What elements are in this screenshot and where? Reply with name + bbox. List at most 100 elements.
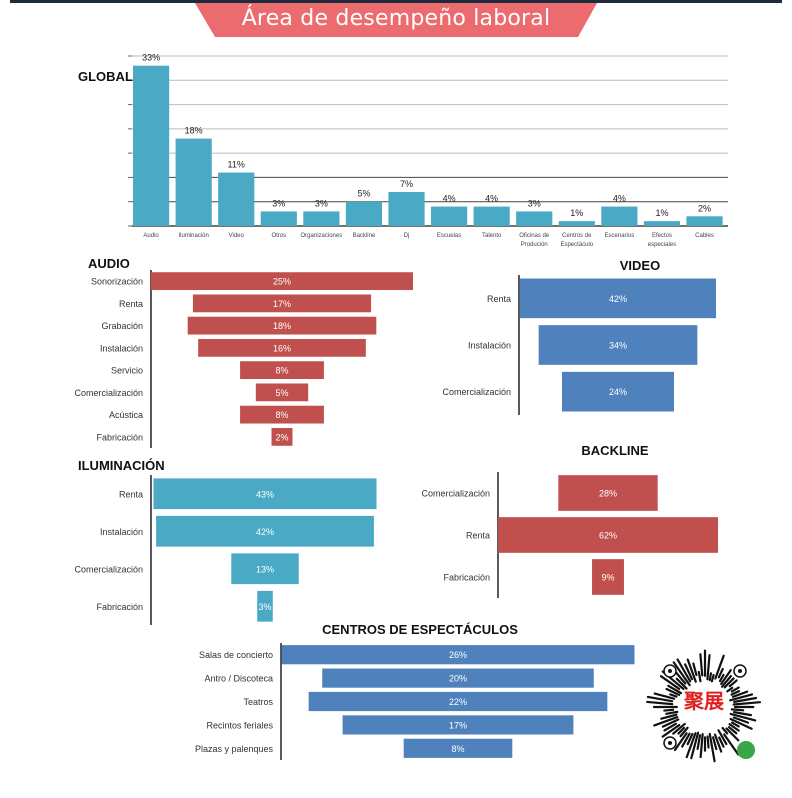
audio-data-label: 18% <box>273 321 291 331</box>
global-x-tick-label: Organizaciones <box>301 233 343 239</box>
global-bar-4 <box>303 211 340 226</box>
iluminacion-bar-0 <box>153 478 377 510</box>
global-bar-3 <box>260 211 297 226</box>
global-title: GLOBAL <box>78 69 133 84</box>
iluminacion-data-label: 3% <box>258 602 271 612</box>
audio-bar-5 <box>255 383 309 402</box>
qr-ray <box>708 672 713 682</box>
iluminacion-title: ILUMINACIÓN <box>78 458 165 473</box>
qr-ray <box>713 733 723 753</box>
iluminacion-data-label: 43% <box>256 489 274 499</box>
qr-ray <box>646 700 674 706</box>
video-category-label: Instalación <box>468 341 511 351</box>
audio-data-label: 2% <box>275 432 288 442</box>
backline-data-label: 28% <box>599 489 617 499</box>
audio-data-label: 16% <box>273 343 291 353</box>
qr-ray <box>710 673 715 683</box>
centros-bar-0 <box>281 645 635 665</box>
qr-ray <box>665 687 681 697</box>
global-bar-12 <box>643 221 681 226</box>
qr-ray <box>730 708 745 712</box>
global-x-tick-label: Dj <box>404 233 410 239</box>
qr-ray <box>673 732 688 752</box>
qr-ray <box>684 663 694 681</box>
global-bar-5 <box>345 201 383 226</box>
centros-category-label: Plazas y palenques <box>195 744 274 754</box>
iluminacion-data-label: 13% <box>256 564 274 574</box>
audio-bar-0 <box>151 272 413 291</box>
global-bar-2 <box>218 172 255 226</box>
qr-ray <box>646 695 674 703</box>
backline-bar-2 <box>592 559 624 595</box>
qr-ray <box>717 729 728 746</box>
centros-data-label: 8% <box>451 744 464 754</box>
backline-data-label: 9% <box>601 573 614 583</box>
qr-ray <box>699 653 704 677</box>
qr-ray <box>720 674 733 688</box>
audio-bar-7 <box>271 427 293 446</box>
video-bar-1 <box>538 325 698 365</box>
audio-bar-2 <box>187 316 377 335</box>
qr-ray <box>729 717 753 730</box>
audio-category-label: Acústica <box>109 410 143 420</box>
iluminacion-bar-3 <box>257 590 273 622</box>
qr-ray <box>729 712 757 722</box>
qr-ray <box>660 713 678 720</box>
global-data-label: 5% <box>357 189 370 199</box>
global-chart: GLOBAL 33% Audio 18% Iluminación 11% Video 3% Ot… <box>78 53 728 248</box>
video-data-label: 42% <box>609 294 627 304</box>
qr-ray <box>714 654 725 680</box>
global-data-label: 4% <box>613 194 626 204</box>
qr-ray <box>692 662 698 677</box>
qr-code[interactable]: 聚展 <box>640 645 770 770</box>
audio-data-label: 25% <box>273 277 291 287</box>
centros-data-label: 20% <box>449 674 467 684</box>
centros-category-label: Recintos feriales <box>206 720 273 730</box>
qr-ray <box>725 727 740 742</box>
video-data-label: 34% <box>609 341 627 351</box>
global-x-tick-label: Audio <box>143 233 159 239</box>
centros-category-label: Teatros <box>243 697 273 707</box>
qr-ray <box>730 689 741 696</box>
qr-finder-dot <box>668 741 672 745</box>
qr-ray <box>672 722 686 735</box>
qr-ray <box>718 673 725 683</box>
qr-ray <box>732 701 762 706</box>
backline-category-label: Fabricación <box>443 573 490 583</box>
audio-data-label: 17% <box>273 299 291 309</box>
qr-ray <box>690 731 700 760</box>
global-data-label: 3% <box>528 198 541 208</box>
qr-ray <box>661 723 681 738</box>
qr-ray <box>726 686 734 693</box>
iluminacion-category-label: Instalación <box>100 527 143 537</box>
global-x-tick-label: Centros de Espectáculo <box>560 233 593 248</box>
qr-ray <box>729 693 754 702</box>
centros-category-label: Salas de concierto <box>199 650 273 660</box>
qr-ray <box>706 735 710 749</box>
global-data-label: 1% <box>570 208 583 218</box>
qr-ray <box>663 722 677 732</box>
qr-ray <box>653 692 676 700</box>
centros-bar-4 <box>403 738 513 758</box>
centros-chart: CENTROS DE ESPECTÁCULOS 26% Salas de conci… <box>195 622 635 760</box>
video-data-label: 24% <box>609 387 627 397</box>
backline-bar-0 <box>558 475 658 511</box>
audio-title: AUDIO <box>88 256 130 271</box>
global-bar-10 <box>558 221 595 226</box>
audio-data-label: 8% <box>275 366 288 376</box>
qr-ray <box>665 710 679 715</box>
global-data-label: 4% <box>485 194 498 204</box>
iluminacion-chart: ILUMINACIÓN 43% Renta 42% Instalación 13% Come… <box>74 458 377 625</box>
audio-category-label: Comercialización <box>74 388 143 398</box>
centros-category-label: Antro / Discoteca <box>204 674 273 684</box>
qr-ray <box>728 679 738 688</box>
audio-chart: AUDIO 25% Sonorización 17% Renta 18% Grabación… <box>74 256 413 448</box>
global-x-tick-label: Efectos especiales <box>648 233 676 248</box>
global-bar-9 <box>516 211 553 226</box>
global-x-tick-label: Escenarios <box>605 233 635 239</box>
audio-data-label: 5% <box>275 388 288 398</box>
video-category-label: Comercialización <box>442 387 511 397</box>
video-title: VIDEO <box>620 258 660 273</box>
iluminacion-category-label: Fabricación <box>96 602 143 612</box>
global-x-tick-label: Oficinas de Produción <box>519 233 550 248</box>
